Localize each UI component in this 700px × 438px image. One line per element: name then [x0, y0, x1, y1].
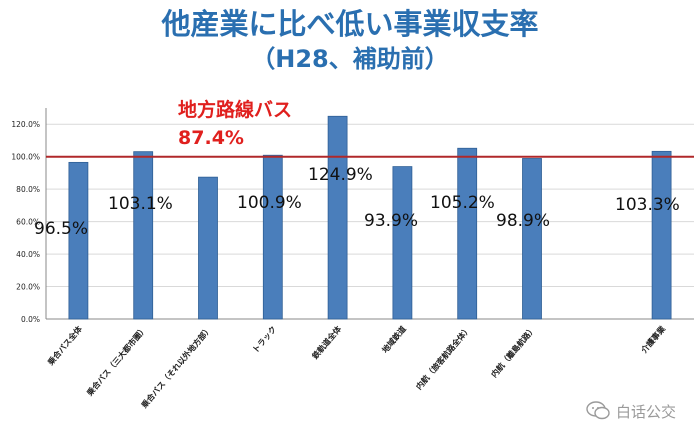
bar: [198, 176, 218, 320]
y-tick-label: 120.0%: [11, 120, 40, 129]
data-label: 96.5%: [34, 219, 88, 239]
x-category-label: 鉄軌道全体: [310, 323, 344, 361]
y-tick-label: 40.0%: [16, 250, 40, 259]
y-tick-label: 80.0%: [16, 185, 40, 194]
data-labels: 96.5% 103.1% 100.9% 124.9% 93.9% 105.2%98.9% 1…: [34, 165, 680, 239]
chart-title: 他産業に比べ低い事業収支率: [161, 7, 539, 41]
y-tick-label: 60.0%: [16, 218, 40, 227]
chart-subtitle: （H28、補助前）: [251, 45, 449, 73]
bar: [457, 147, 478, 320]
bar: [392, 166, 413, 320]
bar: [522, 158, 542, 320]
x-category-label: 乗合バス（三大都市圏）: [85, 324, 149, 398]
data-label: 98.9%: [496, 211, 550, 231]
watermark: 白话公交: [586, 398, 676, 424]
annotation-value: 87.4%: [178, 127, 244, 149]
bar: [133, 151, 154, 320]
data-label: 124.9%: [308, 165, 373, 185]
x-category-label: 乗合バス全体: [45, 323, 84, 367]
wechat-bubble-icon: [586, 401, 610, 420]
x-category-label: 乗合バス（それ以外地方部）: [139, 324, 214, 410]
bar: [262, 154, 283, 320]
bar: [68, 161, 89, 320]
x-category-labels: 乗合バス全体 乗合バス（三大都市圏）乗合バス（それ以外地方部） トラック 鉄軌道全体 地…: [45, 323, 667, 410]
x-category-label: 内航（離島航路）: [489, 324, 538, 379]
x-category-label: 内航（旅客航路全体）: [414, 324, 473, 392]
data-label: 105.2%: [430, 193, 495, 213]
y-tick-label: 20.0%: [16, 283, 40, 292]
annotation-label: 地方路線バス: [177, 99, 292, 121]
x-category-label: 地域鉄道: [380, 324, 408, 355]
y-tick-labels: 0.0% 20.0% 40.0% 60.0% 80.0% 100.0% 120.0%: [11, 120, 40, 324]
watermark-text: 白话公交: [616, 402, 677, 421]
data-label: 93.9%: [364, 211, 418, 231]
x-category-label: トラック: [250, 324, 278, 355]
y-tick-label: 100.0%: [11, 153, 40, 162]
bars: [68, 115, 672, 320]
x-category-label: 介護事業: [638, 323, 668, 355]
y-tick-label: 0.0%: [21, 315, 40, 324]
data-label: 103.3%: [615, 195, 680, 215]
data-label: 100.9%: [237, 193, 302, 213]
data-label: 103.1%: [108, 194, 173, 214]
bar: [327, 115, 348, 320]
bar: [651, 150, 672, 320]
